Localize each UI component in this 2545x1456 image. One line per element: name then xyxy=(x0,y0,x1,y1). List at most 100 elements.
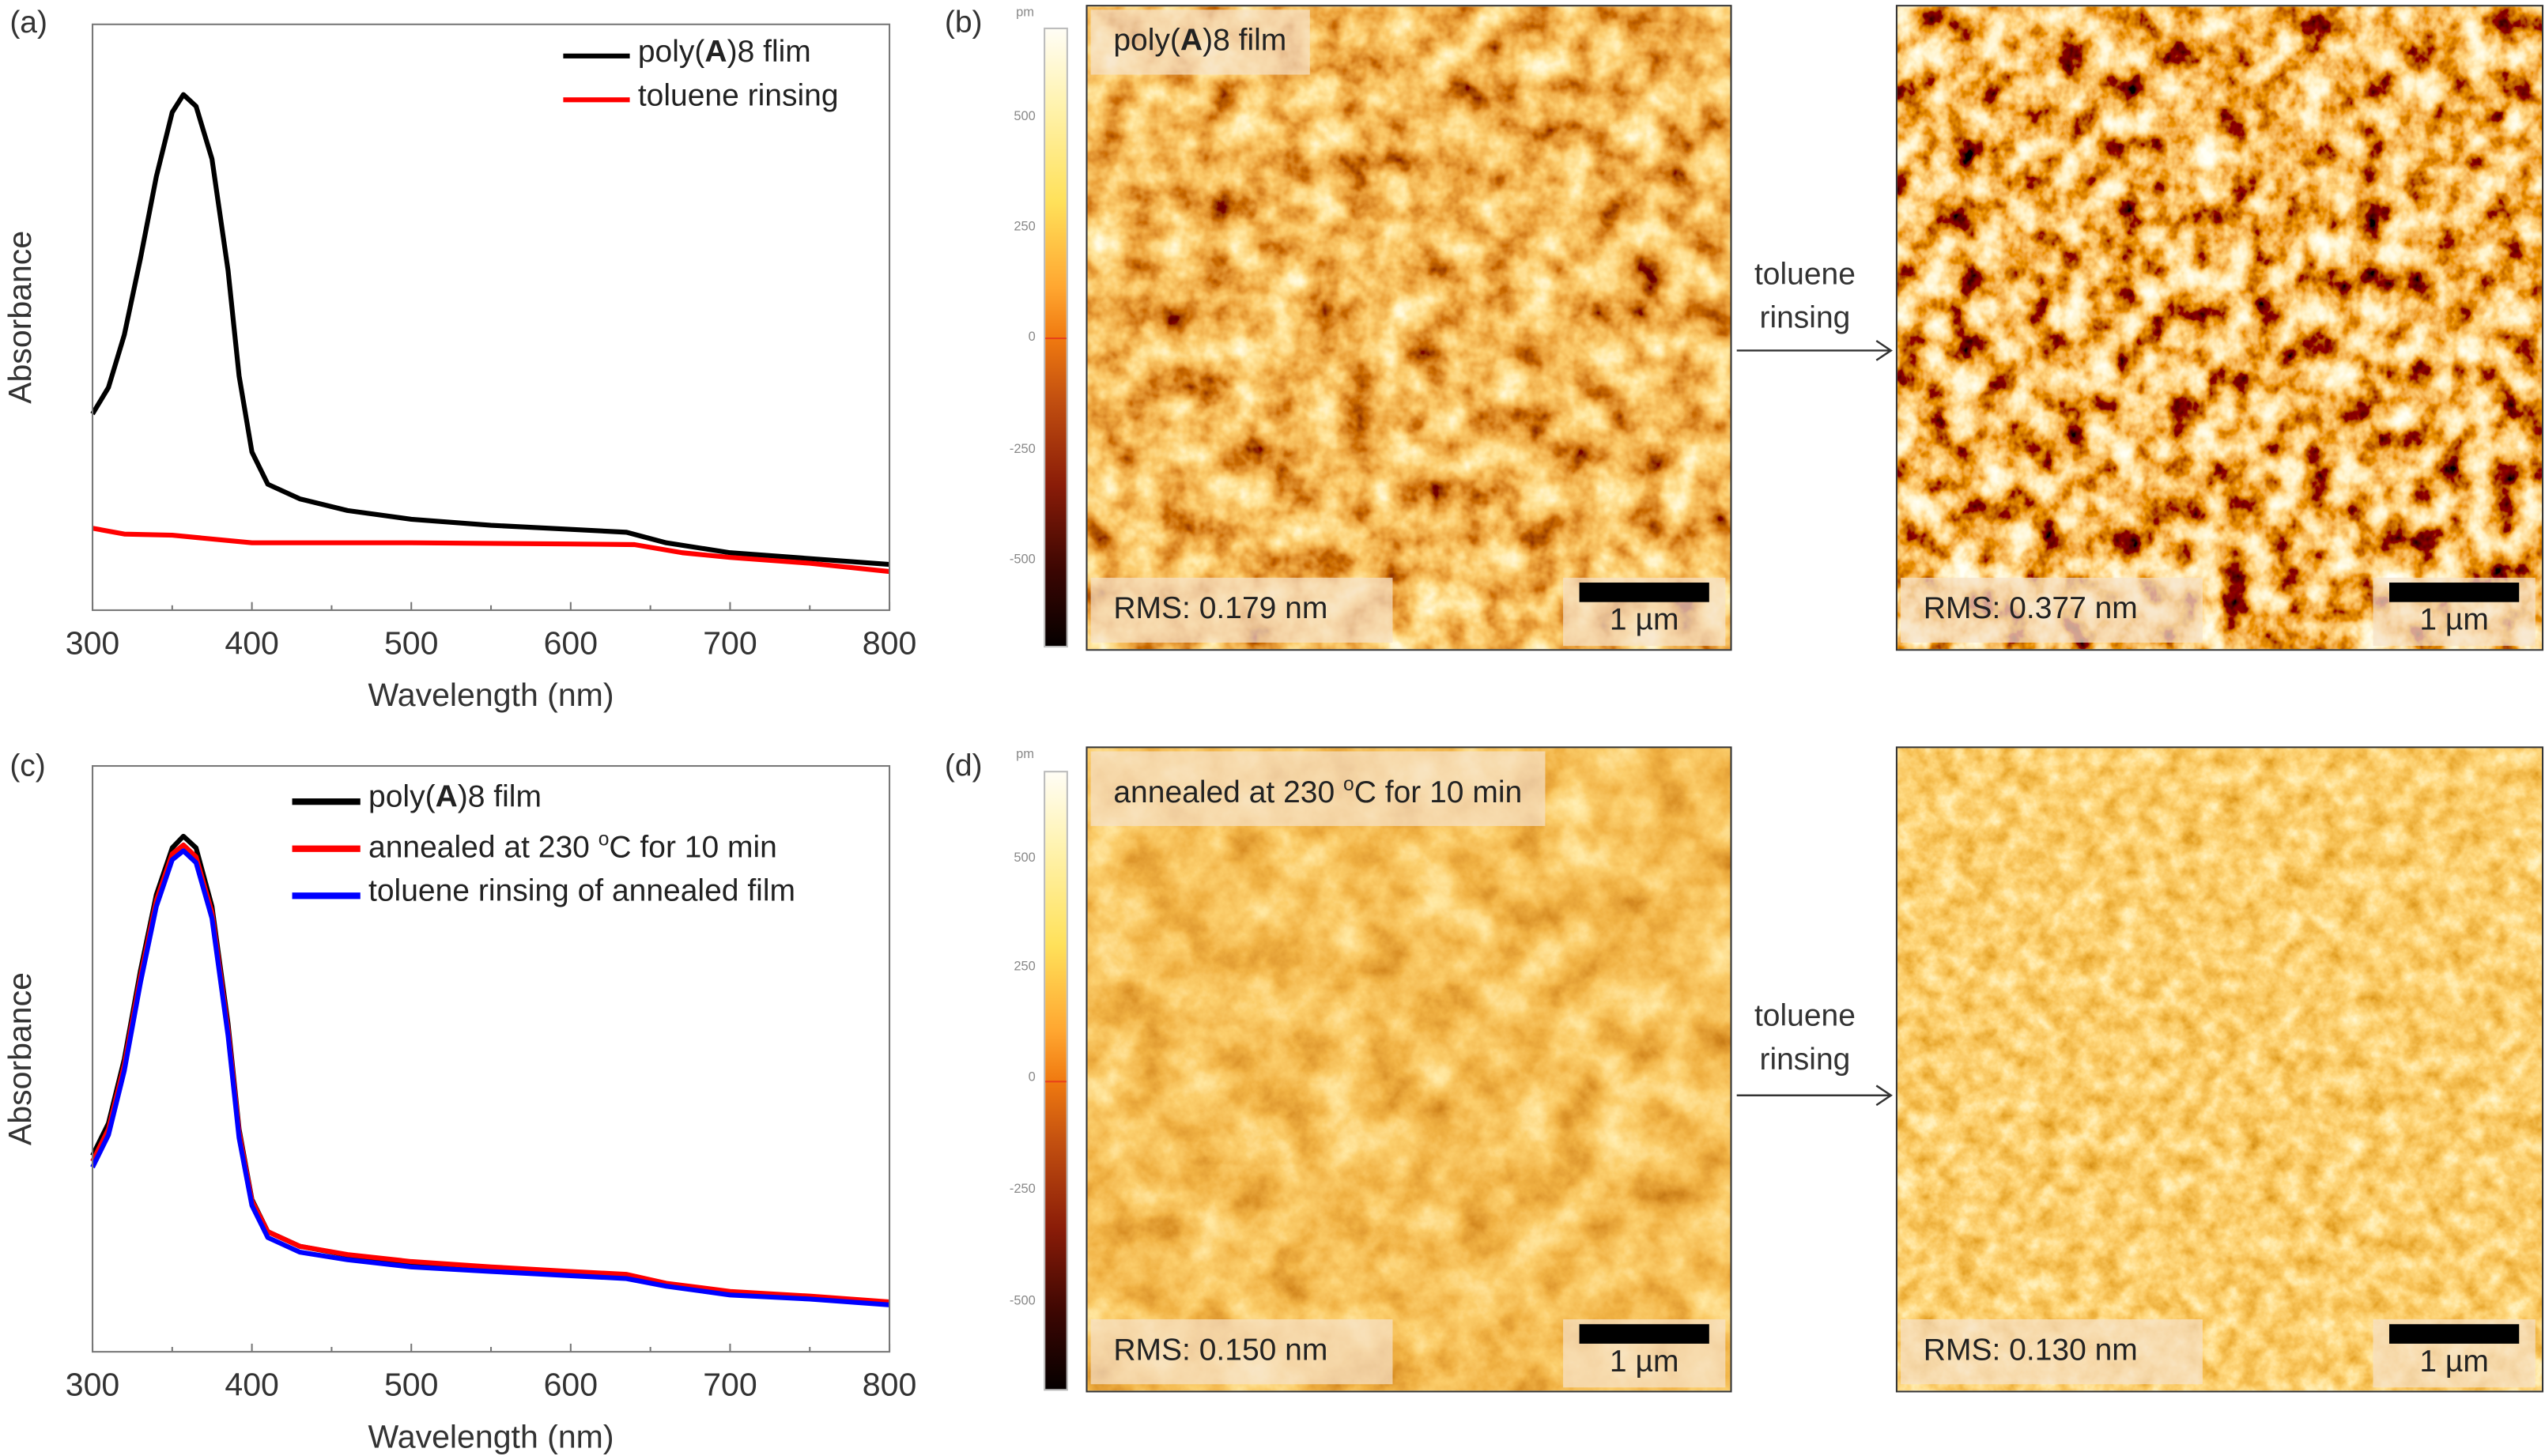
arrow-right-icon xyxy=(1736,340,1893,361)
colorbar-zero-line xyxy=(1045,1081,1067,1083)
arrow-label-line: toluene xyxy=(1754,999,1856,1034)
colorbar-tick: 250 xyxy=(1014,219,1036,234)
scale-bar-line xyxy=(2389,583,2520,602)
arrow-label-d: toluene rinsing xyxy=(1732,994,1879,1082)
afm-texture xyxy=(1087,6,1731,650)
afm-title: poly(A)8 film xyxy=(1090,9,1310,75)
legend-text: poly( xyxy=(637,36,705,70)
legend-swatch xyxy=(563,53,630,58)
series-line-1 xyxy=(92,526,890,575)
legend-label: poly(A)8 flim xyxy=(638,36,811,71)
scale-bar: 1 µm xyxy=(1563,1319,1726,1388)
legend-label: toluene rinsing xyxy=(637,79,839,114)
arrow-right-icon xyxy=(1736,1084,1893,1107)
scale-bar: 1 µm xyxy=(1563,577,1726,647)
y-axis-label: Absorbance xyxy=(2,231,38,404)
afm-texture xyxy=(1897,748,2542,1391)
scale-bar-label: 1 µm xyxy=(2419,1345,2489,1380)
afm-image-d-before: annealed at 230 oC for 10 min RMS: 0.150… xyxy=(1086,746,1732,1393)
x-axis-label: Wavelength (nm) xyxy=(368,677,614,713)
legend-text: )8 flim xyxy=(727,36,811,70)
x-tick-label: 300 xyxy=(66,624,120,661)
afm-texture xyxy=(1087,748,1731,1391)
rms-label: RMS: 0.150 nm xyxy=(1090,1319,1393,1385)
colorbar-tick: -500 xyxy=(1009,552,1036,567)
colorbar-b xyxy=(1044,27,1068,648)
legend-text-bold: A xyxy=(704,36,727,70)
x-tick-label: 500 xyxy=(384,1367,439,1403)
legend-text: annealed at 230 xyxy=(368,831,598,866)
legend-text: C for 10 min xyxy=(609,831,777,866)
colorbar-zero-line xyxy=(1045,338,1067,340)
legend-text-sup: o xyxy=(598,828,610,851)
scale-bar-label: 1 µm xyxy=(1609,603,1679,638)
colorbar-tick: 500 xyxy=(1014,850,1036,866)
rms-label: RMS: 0.130 nm xyxy=(1901,1319,2203,1385)
legend-label: poly(A)8 film xyxy=(368,780,542,816)
x-tick-label: 300 xyxy=(66,1367,120,1403)
arrow-label-b: toluene rinsing xyxy=(1732,253,1879,341)
plot-frame xyxy=(91,764,891,1353)
x-tick-label: 800 xyxy=(863,1367,917,1403)
panel-label-b: (b) xyxy=(944,6,983,41)
x-tick-label: 500 xyxy=(384,624,439,661)
arrow-label-line: toluene xyxy=(1754,258,1856,292)
colorbar-unit: pm xyxy=(1016,746,1035,761)
afm-title-bold: A xyxy=(1180,24,1203,58)
x-tick-label: 700 xyxy=(703,1367,757,1403)
panel-label-c: (c) xyxy=(9,749,46,784)
scale-bar-line xyxy=(1579,1324,1709,1344)
legend-swatch xyxy=(563,97,630,103)
legend-label: annealed at 230 oC for 10 min xyxy=(368,828,777,867)
scale-bar-line xyxy=(1579,583,1709,602)
arrow-label-line: rinsing xyxy=(1759,1043,1851,1078)
afm-image-b-before: poly(A)8 film RMS: 0.179 nm 1 µm xyxy=(1086,5,1732,651)
colorbar-unit: pm xyxy=(1016,5,1035,20)
afm-title-text: )8 film xyxy=(1203,24,1287,58)
afm-title-text: C for 10 min xyxy=(1354,776,1523,811)
scale-bar-label: 1 µm xyxy=(1609,1345,1679,1380)
arrow-label-line: rinsing xyxy=(1759,301,1851,336)
x-tick-label: 400 xyxy=(225,1367,279,1403)
afm-image-d-after: RMS: 0.130 nm 1 µm xyxy=(1895,746,2544,1393)
scale-bar: 1 µm xyxy=(2373,1319,2536,1388)
series-line-2 xyxy=(90,848,890,1307)
rms-label: RMS: 0.179 nm xyxy=(1090,577,1393,643)
legend-text: )8 film xyxy=(457,780,542,815)
colorbar-tick: 0 xyxy=(1028,1069,1036,1084)
x-tick-label: 800 xyxy=(863,624,917,661)
scale-bar-line xyxy=(2389,1324,2520,1344)
colorbar-tick: -250 xyxy=(1009,1181,1036,1197)
legend-swatch xyxy=(292,845,361,852)
x-axis-label: Wavelength (nm) xyxy=(368,1418,614,1454)
x-tick-label: 600 xyxy=(544,1367,598,1403)
legend-swatch xyxy=(292,892,361,900)
afm-title: annealed at 230 oC for 10 min xyxy=(1090,751,1545,827)
afm-title-sup: o xyxy=(1343,772,1354,795)
series-line-0 xyxy=(90,92,890,568)
colorbar-tick: -250 xyxy=(1009,441,1036,456)
afm-texture xyxy=(1897,6,2542,650)
chart-a: 300 400 500 600 700 800 Wavelength (nm) Absorba… xyxy=(2,23,917,713)
chart-c: 300 400 500 600 700 800 Wavelength (nm) Absorba… xyxy=(2,764,917,1454)
x-tick-label: 600 xyxy=(544,624,598,661)
panel-label-d: (d) xyxy=(944,749,983,784)
colorbar-d xyxy=(1044,771,1068,1391)
x-tick-label: 400 xyxy=(225,624,279,661)
legend-swatch xyxy=(292,798,361,805)
y-axis-label: Absorbance xyxy=(2,972,38,1145)
colorbar-tick: -500 xyxy=(1009,1293,1036,1308)
legend-text-bold: A xyxy=(435,780,458,815)
legend-label: toluene rinsing of annealed film xyxy=(368,874,796,909)
afm-title-text: annealed at 230 xyxy=(1113,776,1344,811)
colorbar-tick: 500 xyxy=(1014,108,1036,124)
x-tick-label: 700 xyxy=(703,624,757,661)
colorbar-tick: 0 xyxy=(1028,329,1036,345)
panel-label-a: (a) xyxy=(9,6,48,41)
scale-bar: 1 µm xyxy=(2373,577,2536,647)
afm-title-text: poly( xyxy=(1113,24,1180,58)
rms-label: RMS: 0.377 nm xyxy=(1901,577,2203,643)
afm-image-b-after: RMS: 0.377 nm 1 µm xyxy=(1895,5,2544,651)
scale-bar-label: 1 µm xyxy=(2419,603,2489,638)
